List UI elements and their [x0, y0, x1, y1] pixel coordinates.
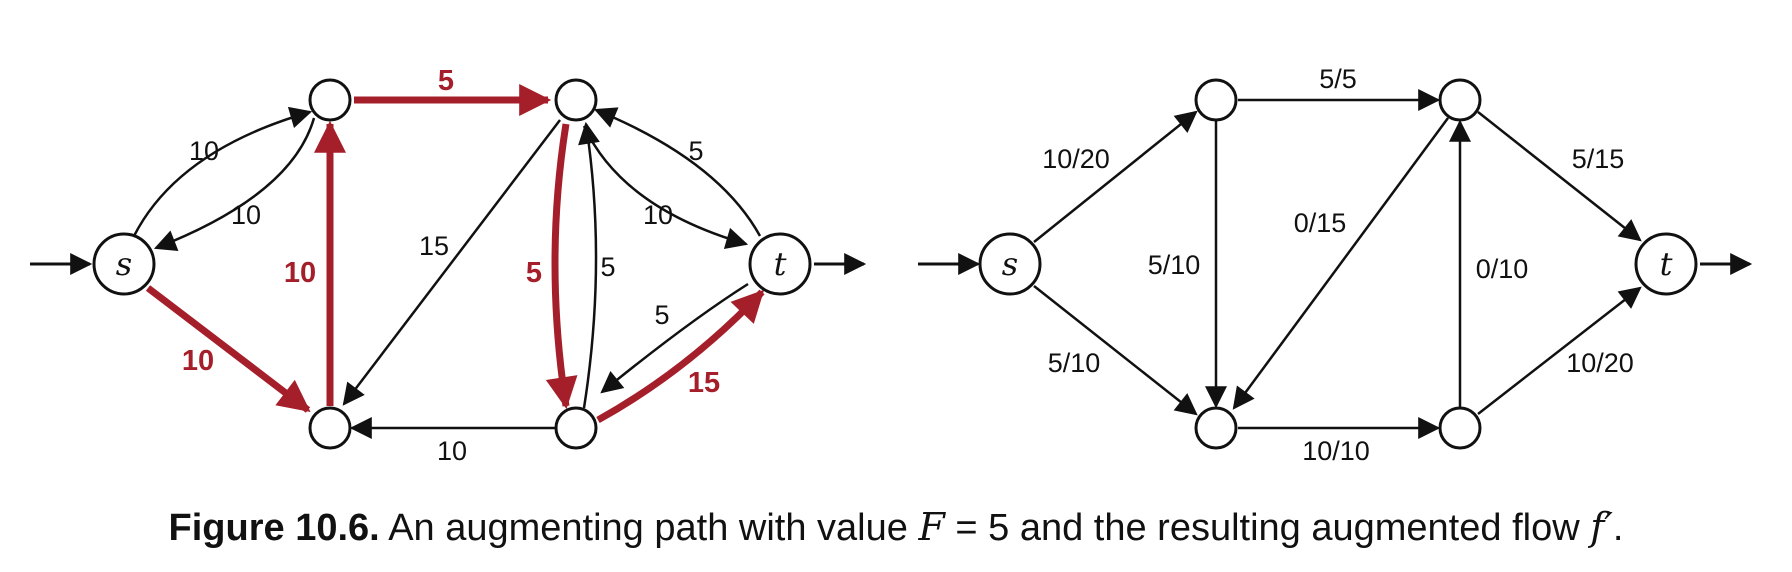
label-s-to-a: 10 — [189, 136, 219, 166]
label-c-to-t: 10 — [643, 200, 673, 230]
node-c — [554, 78, 598, 122]
caption-text-after: and the resulting augmented flow — [1019, 507, 1580, 549]
label-t-to-d: 5 — [654, 300, 669, 330]
flow-label-s-to-b: 5/10 — [1048, 348, 1101, 378]
label-c-to-d: 5 — [526, 257, 542, 289]
flow-node-c — [1438, 78, 1482, 122]
node-s — [92, 232, 156, 296]
flow-node-d — [1438, 406, 1482, 450]
flow-label-c-to-b: 0/15 — [1294, 208, 1347, 238]
flow-label-d-to-t: 10/20 — [1566, 348, 1634, 378]
node-label-s: s — [116, 245, 132, 283]
flow-label-b-to-d: 10/10 — [1302, 436, 1370, 466]
label-b-to-a: 10 — [284, 257, 316, 289]
caption-math-var: F — [918, 505, 945, 549]
path-edge-d-to-t — [596, 289, 765, 424]
label-d-to-b: 10 — [437, 436, 467, 466]
label-d-to-c: 5 — [600, 252, 615, 282]
label-a-to-c: 5 — [438, 65, 454, 97]
augmented-flow-graph: s t 10/20 5/10 5/5 5/10 0/15 0/10 5/15 1… — [918, 64, 1753, 466]
caption-math-eq: = 5 — [955, 507, 1010, 549]
label-t-to-c: 5 — [688, 136, 703, 166]
node-t — [748, 232, 812, 296]
flow-label-c-to-t: 5/15 — [1572, 144, 1625, 174]
node-a — [308, 78, 352, 122]
edge-c-to-b — [342, 119, 561, 406]
node-d — [554, 406, 598, 450]
flow-node-label-t: t — [1660, 245, 1673, 283]
flow-label-d-to-c: 0/10 — [1476, 254, 1529, 284]
path-edge-c-to-d — [545, 123, 578, 410]
label-s-to-b: 10 — [182, 345, 214, 377]
residual-graph: s t 10 10 10 10 5 15 5 5 10 5 5 15 10 — [30, 65, 867, 466]
edge-c-to-t — [582, 125, 749, 250]
flow-edge-s-to-a — [1033, 110, 1198, 243]
caption-end: . — [1612, 507, 1624, 549]
flow-edge-c-to-b — [1232, 117, 1450, 410]
node-b — [308, 406, 352, 450]
label-a-to-s: 10 — [231, 200, 261, 230]
edge-d-to-c — [578, 121, 600, 409]
edge-t-to-c — [593, 107, 762, 237]
flow-node-label-s: s — [1002, 245, 1018, 283]
path-edge-s-to-b — [145, 285, 311, 413]
caption-text-before: An augmenting path with value — [388, 507, 908, 549]
edge-s-to-a — [132, 106, 313, 237]
figure-diagrams: s t 10 10 10 10 5 15 5 5 10 5 5 15 10 — [30, 64, 1753, 466]
figure-caption: Figure 10.6. An augmenting path with val… — [0, 505, 1792, 550]
flow-node-b — [1194, 406, 1238, 450]
flow-node-s — [978, 232, 1042, 296]
caption-math-flow: f′ — [1590, 505, 1613, 549]
flow-node-t — [1634, 232, 1698, 296]
flow-node-a — [1194, 78, 1238, 122]
edge-t-to-d — [600, 282, 749, 394]
flow-edge-c-to-t — [1477, 111, 1642, 242]
flow-edge-s-to-b — [1033, 285, 1198, 416]
flow-label-a-to-c: 5/5 — [1319, 64, 1357, 94]
flow-label-s-to-a: 10/20 — [1042, 144, 1110, 174]
caption-label: Figure 10.6. — [168, 507, 380, 549]
node-label-t: t — [774, 245, 787, 283]
edge-a-to-s — [153, 117, 316, 252]
flow-edge-d-to-t — [1477, 286, 1642, 415]
label-d-to-t: 15 — [688, 367, 720, 399]
label-c-to-b: 15 — [419, 231, 449, 261]
flow-label-a-to-b: 5/10 — [1148, 250, 1201, 280]
